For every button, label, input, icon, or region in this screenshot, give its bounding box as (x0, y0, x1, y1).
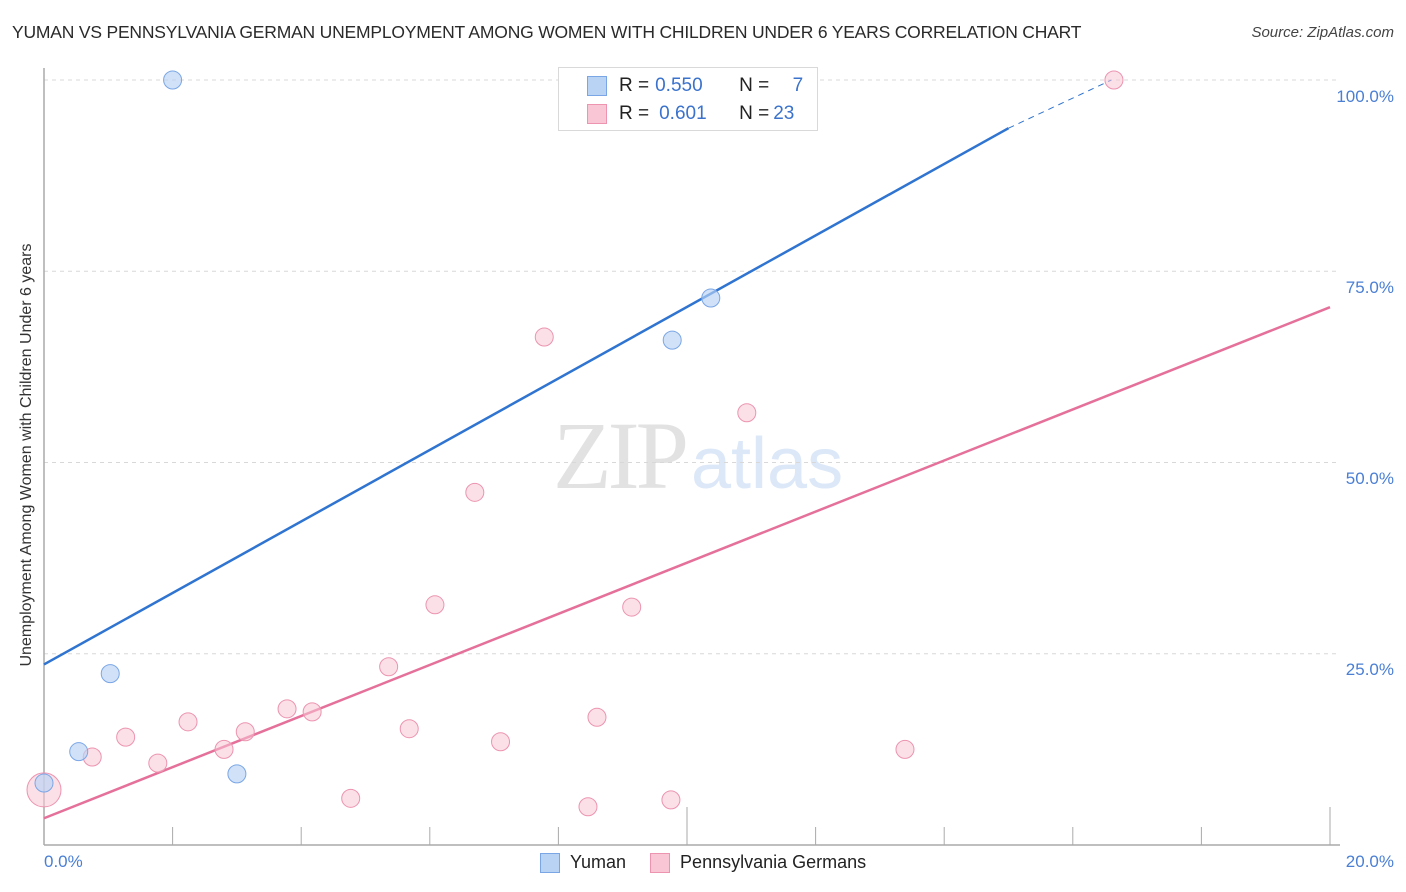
legend-item-penn[interactable]: Pennsylvania Germans (650, 852, 866, 873)
penn-point (178, 712, 198, 732)
penn-point (622, 597, 642, 617)
watermark-atlas: atlas (691, 424, 844, 504)
legend-label: Yuman (570, 852, 627, 872)
penn-trendline (43, 306, 1331, 820)
penn-point (661, 790, 681, 810)
penn-point (116, 727, 136, 747)
x-tick-20: 20.0% (1345, 852, 1394, 871)
yuman-point (662, 330, 682, 350)
yuman-point (163, 70, 183, 90)
penn-point (587, 707, 607, 727)
penn-point (235, 722, 255, 742)
points-penn (26, 70, 1124, 817)
n-label: N = (739, 103, 770, 124)
points-yuman (34, 70, 721, 793)
yuman-point (701, 288, 721, 308)
penn-point (341, 788, 361, 808)
y-tick-50: 50.0% (1345, 469, 1394, 488)
penn-point (425, 595, 445, 615)
source-label: Source: ZipAtlas.com (1251, 24, 1394, 41)
penn-point (302, 702, 322, 722)
watermark-zip: ZIP (553, 402, 689, 509)
legend-label: Pennsylvania Germans (680, 852, 867, 872)
n-value: 7 (792, 75, 804, 96)
legend-item-yuman[interactable]: Yuman (540, 852, 626, 873)
axes (43, 68, 1340, 846)
n-label: N = (739, 75, 770, 96)
legend-row-yuman: R = 0.550 N = 7 (587, 74, 803, 98)
r-label: R = (619, 103, 650, 124)
penn-point (895, 739, 915, 759)
chart-title: YUMAN VS PENNSYLVANIA GERMAN UNEMPLOYMEN… (12, 22, 1082, 42)
y-tick-25: 25.0% (1345, 660, 1394, 679)
penn-point (399, 719, 419, 739)
yuman-swatch (587, 76, 607, 96)
yuman-point (227, 764, 247, 784)
penn-point (214, 739, 234, 759)
yuman-point (69, 742, 89, 762)
r-value: 0.601 (659, 103, 707, 124)
series-legend: Yuman Pennsylvania Germans (540, 852, 890, 873)
gridlines (44, 79, 1340, 655)
penn-point (578, 797, 598, 817)
yuman-trendline (43, 127, 1010, 666)
penn-point (277, 699, 297, 719)
penn-point (148, 753, 168, 773)
penn-swatch (587, 104, 607, 124)
y-axis-label: Unemployment Among Women with Children U… (18, 243, 35, 667)
r-value: 0.550 (655, 75, 703, 96)
yuman-trendline-extension (1008, 79, 1112, 129)
penn-point (465, 482, 485, 502)
penn-point (737, 403, 757, 423)
trendlines (43, 79, 1331, 820)
y-tick-100: 100.0% (1336, 87, 1394, 106)
n-value: 23 (773, 103, 795, 124)
yuman-swatch (540, 852, 560, 873)
legend-row-penn: R = 0.601 N = 23 (587, 102, 803, 126)
penn-point (534, 327, 554, 347)
stats-legend: R = 0.550 N = 7 R = 0.601 N = 23 (558, 67, 818, 131)
watermark: ZIPatlas (553, 400, 843, 511)
penn-swatch (650, 852, 671, 873)
x-tick-0: 0.0% (44, 852, 83, 871)
penn-point (379, 657, 399, 677)
penn-point (1104, 70, 1124, 90)
r-label: R = (619, 75, 650, 96)
yuman-point (34, 773, 54, 793)
penn-point (491, 732, 511, 752)
yuman-point (100, 664, 120, 684)
y-tick-75: 75.0% (1345, 278, 1394, 297)
